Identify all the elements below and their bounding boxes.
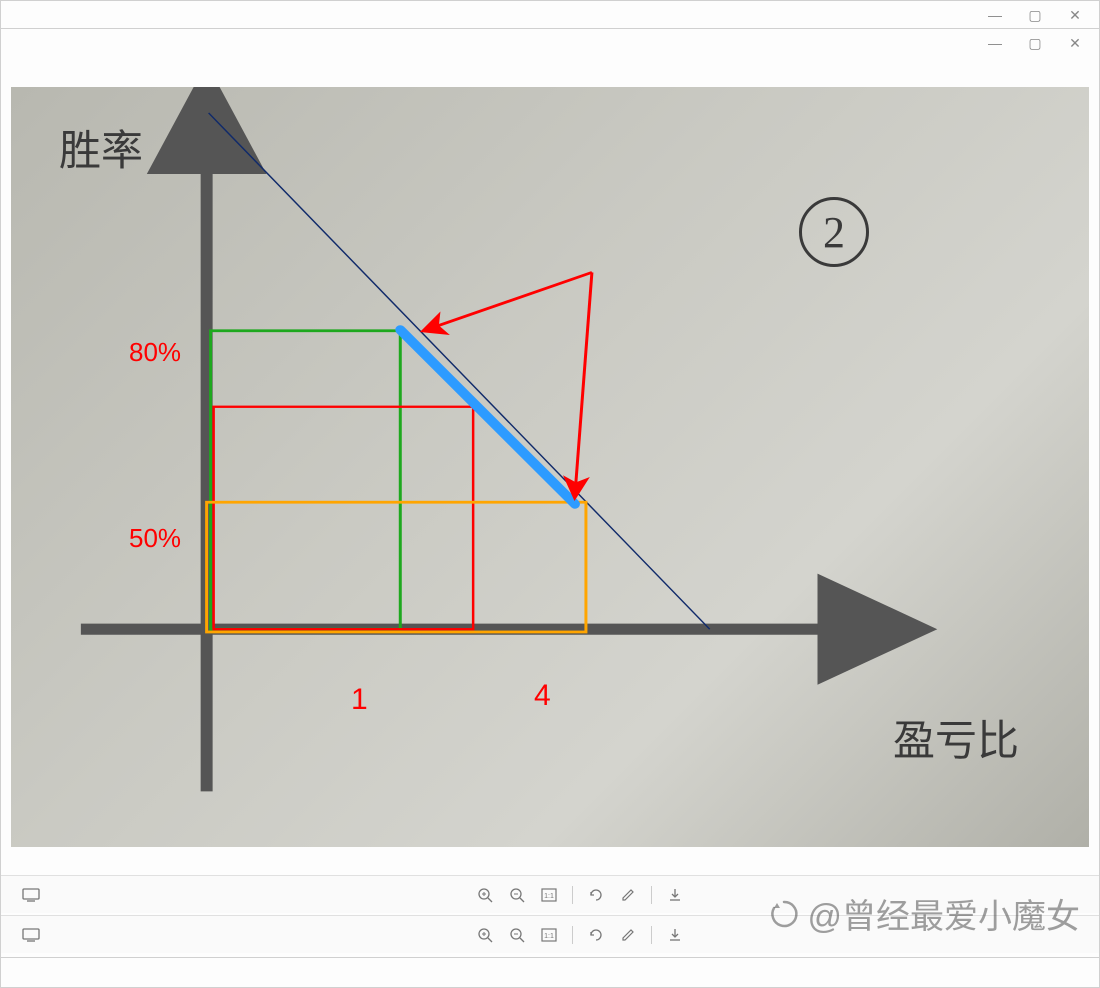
toolbar-separator <box>651 926 652 944</box>
download-icon[interactable] <box>660 922 690 948</box>
edit-icon[interactable] <box>613 882 643 908</box>
toolbar-separator <box>572 926 573 944</box>
minimize-button-inner[interactable]: — <box>975 31 1015 55</box>
zoom-out-icon[interactable] <box>502 922 532 948</box>
page-number-badge: 2 <box>799 197 869 267</box>
zoom-out-icon[interactable] <box>502 882 532 908</box>
toolbar-separator <box>572 886 573 904</box>
close-button-inner[interactable]: ✕ <box>1055 31 1095 55</box>
toolbar-separator <box>651 886 652 904</box>
red-rect <box>214 407 474 629</box>
monitor-icon[interactable] <box>16 882 46 908</box>
y-axis-label: 胜率 <box>59 117 143 178</box>
close-button[interactable]: ✕ <box>1055 3 1095 27</box>
x-axis-label: 盈亏比 <box>893 707 1019 768</box>
watermark: @曾经最爱小魔女 <box>767 889 1080 938</box>
rotate-icon[interactable] <box>581 882 611 908</box>
download-icon[interactable] <box>660 882 690 908</box>
minimize-button[interactable]: — <box>975 3 1015 27</box>
orange-rect <box>207 502 586 632</box>
fit-icon[interactable]: 1:1 <box>534 922 564 948</box>
red-arrow-left <box>426 272 592 329</box>
maximize-button[interactable]: ▢ <box>1015 3 1055 27</box>
zoom-in-icon[interactable] <box>470 922 500 948</box>
blue-segment <box>400 330 575 504</box>
maximize-button-inner[interactable]: ▢ <box>1015 31 1055 55</box>
zoom-in-icon[interactable] <box>470 882 500 908</box>
monitor-icon[interactable] <box>16 922 46 948</box>
y-tick-80: 80% <box>129 337 181 368</box>
diagonal-line <box>209 113 710 629</box>
fit-icon[interactable]: 1:1 <box>534 882 564 908</box>
svg-text:1:1: 1:1 <box>544 893 554 900</box>
watermark-icon <box>767 897 801 931</box>
green-rect <box>211 331 401 629</box>
edit-icon[interactable] <box>613 922 643 948</box>
rotate-icon[interactable] <box>581 922 611 948</box>
inner-window: — ▢ ✕ <box>0 28 1100 958</box>
x-tick-4: 4 <box>534 679 551 713</box>
inner-titlebar: — ▢ ✕ <box>1 29 1099 57</box>
svg-text:1:1: 1:1 <box>544 933 554 940</box>
x-tick-1: 1 <box>351 683 368 717</box>
y-tick-50: 50% <box>129 523 181 554</box>
red-arrow-down <box>575 272 592 494</box>
watermark-text: @曾经最爱小魔女 <box>807 889 1080 938</box>
outer-titlebar: — ▢ ✕ <box>1 1 1099 29</box>
diagram-canvas: 胜率 盈亏比 80% 50% 1 4 2 <box>11 87 1089 847</box>
